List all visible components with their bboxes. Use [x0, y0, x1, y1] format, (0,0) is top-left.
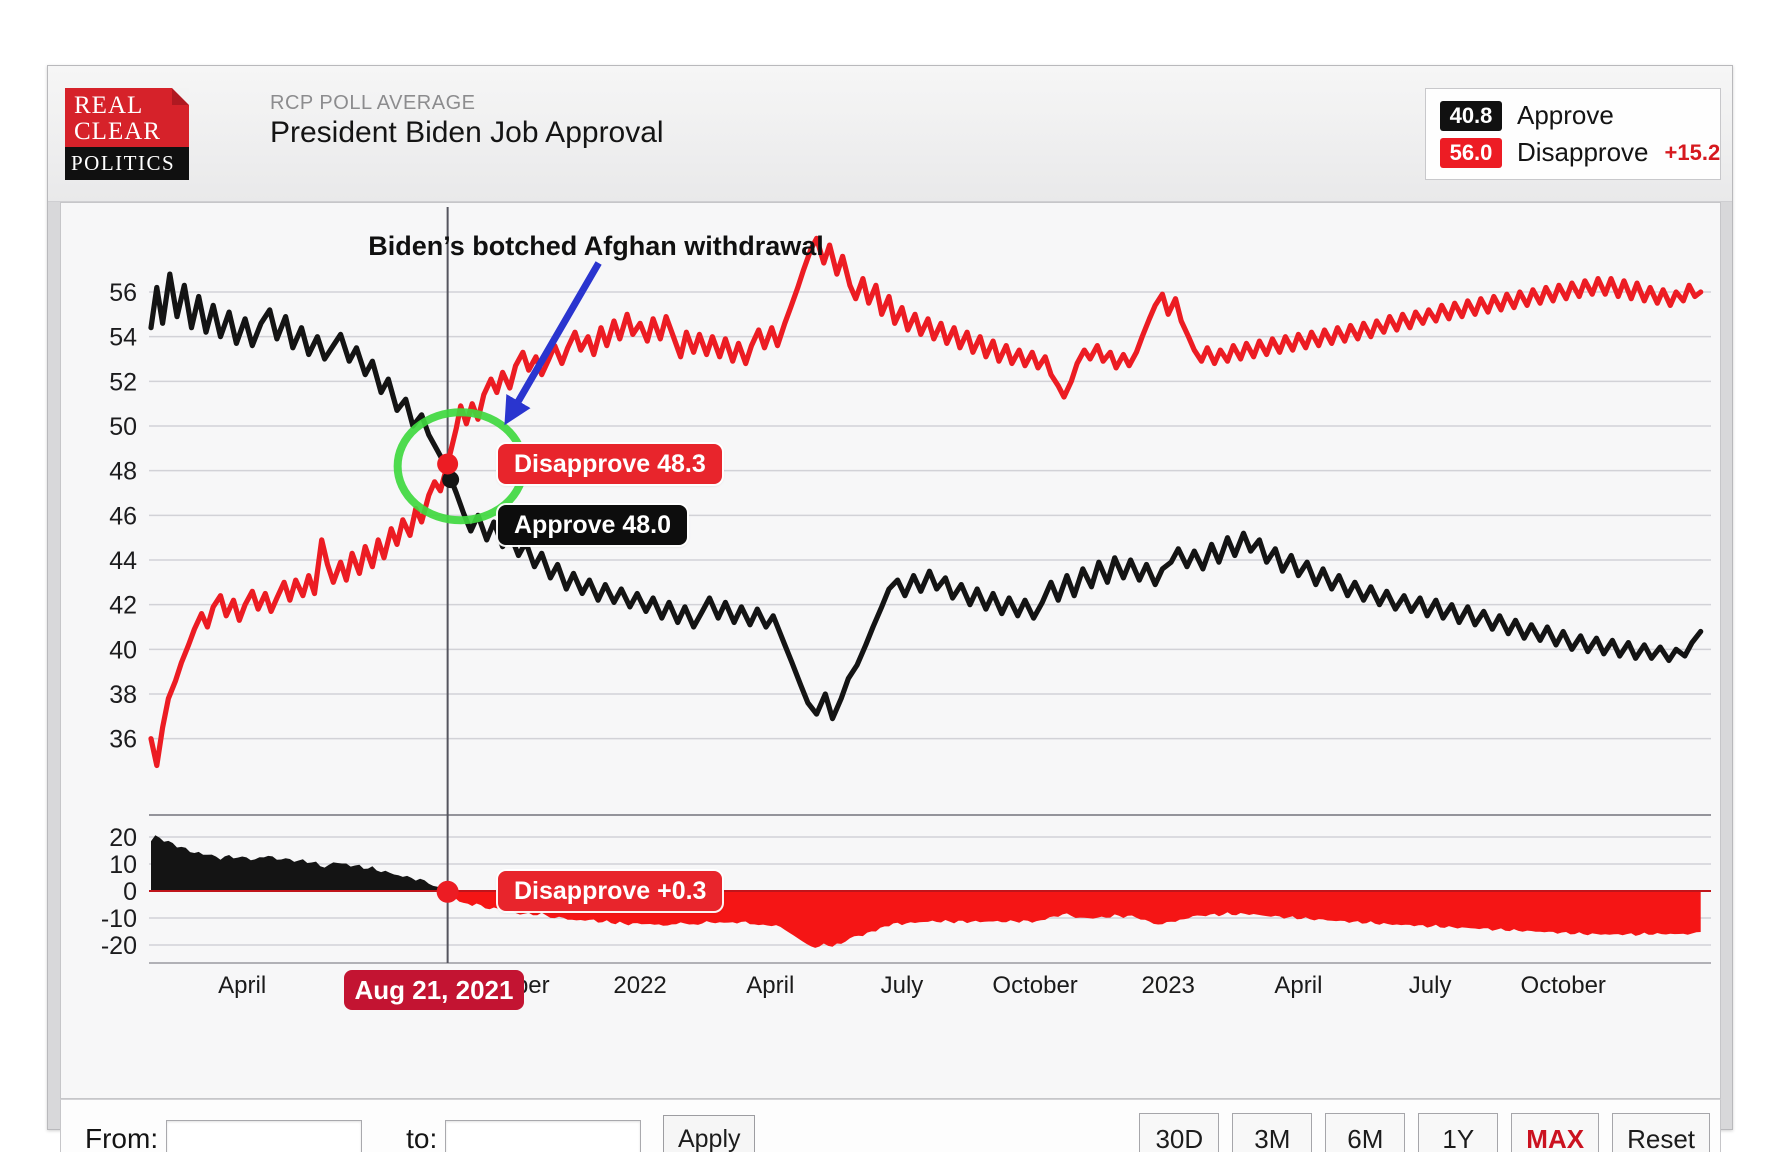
rcp-logo: REAL CLEAR POLITICS: [65, 88, 189, 180]
page-title: President Biden Job Approval: [270, 116, 664, 149]
logo-line-clear: CLEAR: [74, 117, 161, 145]
to-date-input[interactable]: [445, 1120, 642, 1152]
from-label: From:: [85, 1123, 159, 1152]
main-y-tick-label: 48: [109, 458, 137, 486]
spread-y-tick-label: -20: [101, 932, 137, 960]
afghan-withdrawal-annotation: Biden’s botched Afghan withdrawal: [368, 231, 824, 261]
range-button-1y[interactable]: 1Y: [1418, 1113, 1499, 1152]
main-y-tick-label: 40: [109, 636, 137, 664]
apply-button[interactable]: Apply: [663, 1115, 756, 1152]
approve-line: [148, 271, 1704, 722]
main-y-tick-label: 44: [109, 547, 137, 575]
rcp-logo-top: REAL CLEAR: [65, 88, 189, 147]
poll-average-kicker: RCP POLL AVERAGE: [270, 92, 476, 114]
approve-event-dot: [442, 471, 460, 489]
spread-badge: +15.2: [1664, 139, 1721, 165]
x-tick-label: July: [881, 972, 924, 999]
disapprove-value-chip: 56.0: [1440, 137, 1502, 168]
spread-event-dot: [436, 880, 459, 903]
approve-tooltip: Approve 48.0: [498, 505, 688, 545]
main-y-tick-label: 56: [109, 279, 137, 307]
spread-area-negative: [151, 891, 1701, 948]
date-badge: Aug 21, 2021: [344, 970, 524, 1010]
x-tick-label: April: [1274, 972, 1322, 999]
spread-area-positive: [151, 835, 1701, 891]
to-label: to:: [406, 1123, 438, 1152]
x-tick-label: April: [218, 972, 266, 999]
controls-bar: From: to: Apply 30D 3M 6M 1Y MAX Reset: [60, 1099, 1721, 1152]
spread-y-tick-label: 10: [109, 851, 137, 879]
logo-line-politics: POLITICS: [65, 147, 189, 180]
range-button-group: 30D 3M 6M 1Y MAX Reset: [1139, 1113, 1710, 1152]
main-y-tick-label: 36: [109, 726, 137, 754]
x-tick-label: April: [746, 972, 794, 999]
main-y-tick-label: 52: [109, 368, 137, 396]
rcp-widget-panel: REAL CLEAR POLITICS RCP POLL AVERAGE Pre…: [47, 65, 1733, 1152]
main-y-tick-label: 50: [109, 413, 137, 441]
disapprove-line: [148, 235, 1704, 769]
x-tick-label: 2022: [613, 972, 666, 999]
main-y-tick-label: 38: [109, 681, 137, 709]
main-y-tick-label: 46: [109, 502, 137, 530]
range-button-6m[interactable]: 6M: [1325, 1113, 1406, 1152]
from-date-input[interactable]: [166, 1120, 363, 1152]
approve-label: Approve: [1517, 100, 1614, 130]
legend-approve-row: 40.8 Approve: [1440, 100, 1706, 131]
logo-fold-icon: [172, 88, 189, 105]
x-tick-label: October: [1521, 972, 1606, 999]
main-y-tick-label: 42: [109, 592, 137, 620]
range-button-reset[interactable]: Reset: [1612, 1113, 1710, 1152]
header: REAL CLEAR POLITICS RCP POLL AVERAGE Pre…: [48, 66, 1732, 202]
legend-box: 40.8 Approve 56.0 Disapprove +15.2: [1425, 88, 1721, 180]
legend-disapprove-row: 56.0 Disapprove +15.2: [1440, 137, 1720, 168]
range-button-3m[interactable]: 3M: [1232, 1113, 1313, 1152]
x-tick-label: 2023: [1142, 972, 1195, 999]
spread-y-tick-label: -10: [101, 905, 137, 933]
disapprove-label: Disapprove: [1517, 137, 1649, 167]
spread-tooltip: Disapprove +0.3: [498, 871, 723, 911]
range-button-max[interactable]: MAX: [1511, 1113, 1600, 1152]
range-button-30d[interactable]: 30D: [1139, 1113, 1220, 1152]
main-y-tick-label: 54: [109, 324, 137, 352]
approve-value-chip: 40.8: [1440, 100, 1502, 131]
disapprove-tooltip: Disapprove 48.3: [498, 444, 722, 484]
annotation-arrow-icon: [504, 261, 602, 426]
x-tick-label: July: [1409, 972, 1452, 999]
x-tick-label: October: [992, 972, 1077, 999]
spread-y-tick-label: 20: [109, 824, 137, 852]
disapprove-event-dot: [437, 453, 459, 475]
logo-line-real: REAL: [74, 92, 144, 119]
spread-y-tick-label: 0: [123, 878, 137, 906]
